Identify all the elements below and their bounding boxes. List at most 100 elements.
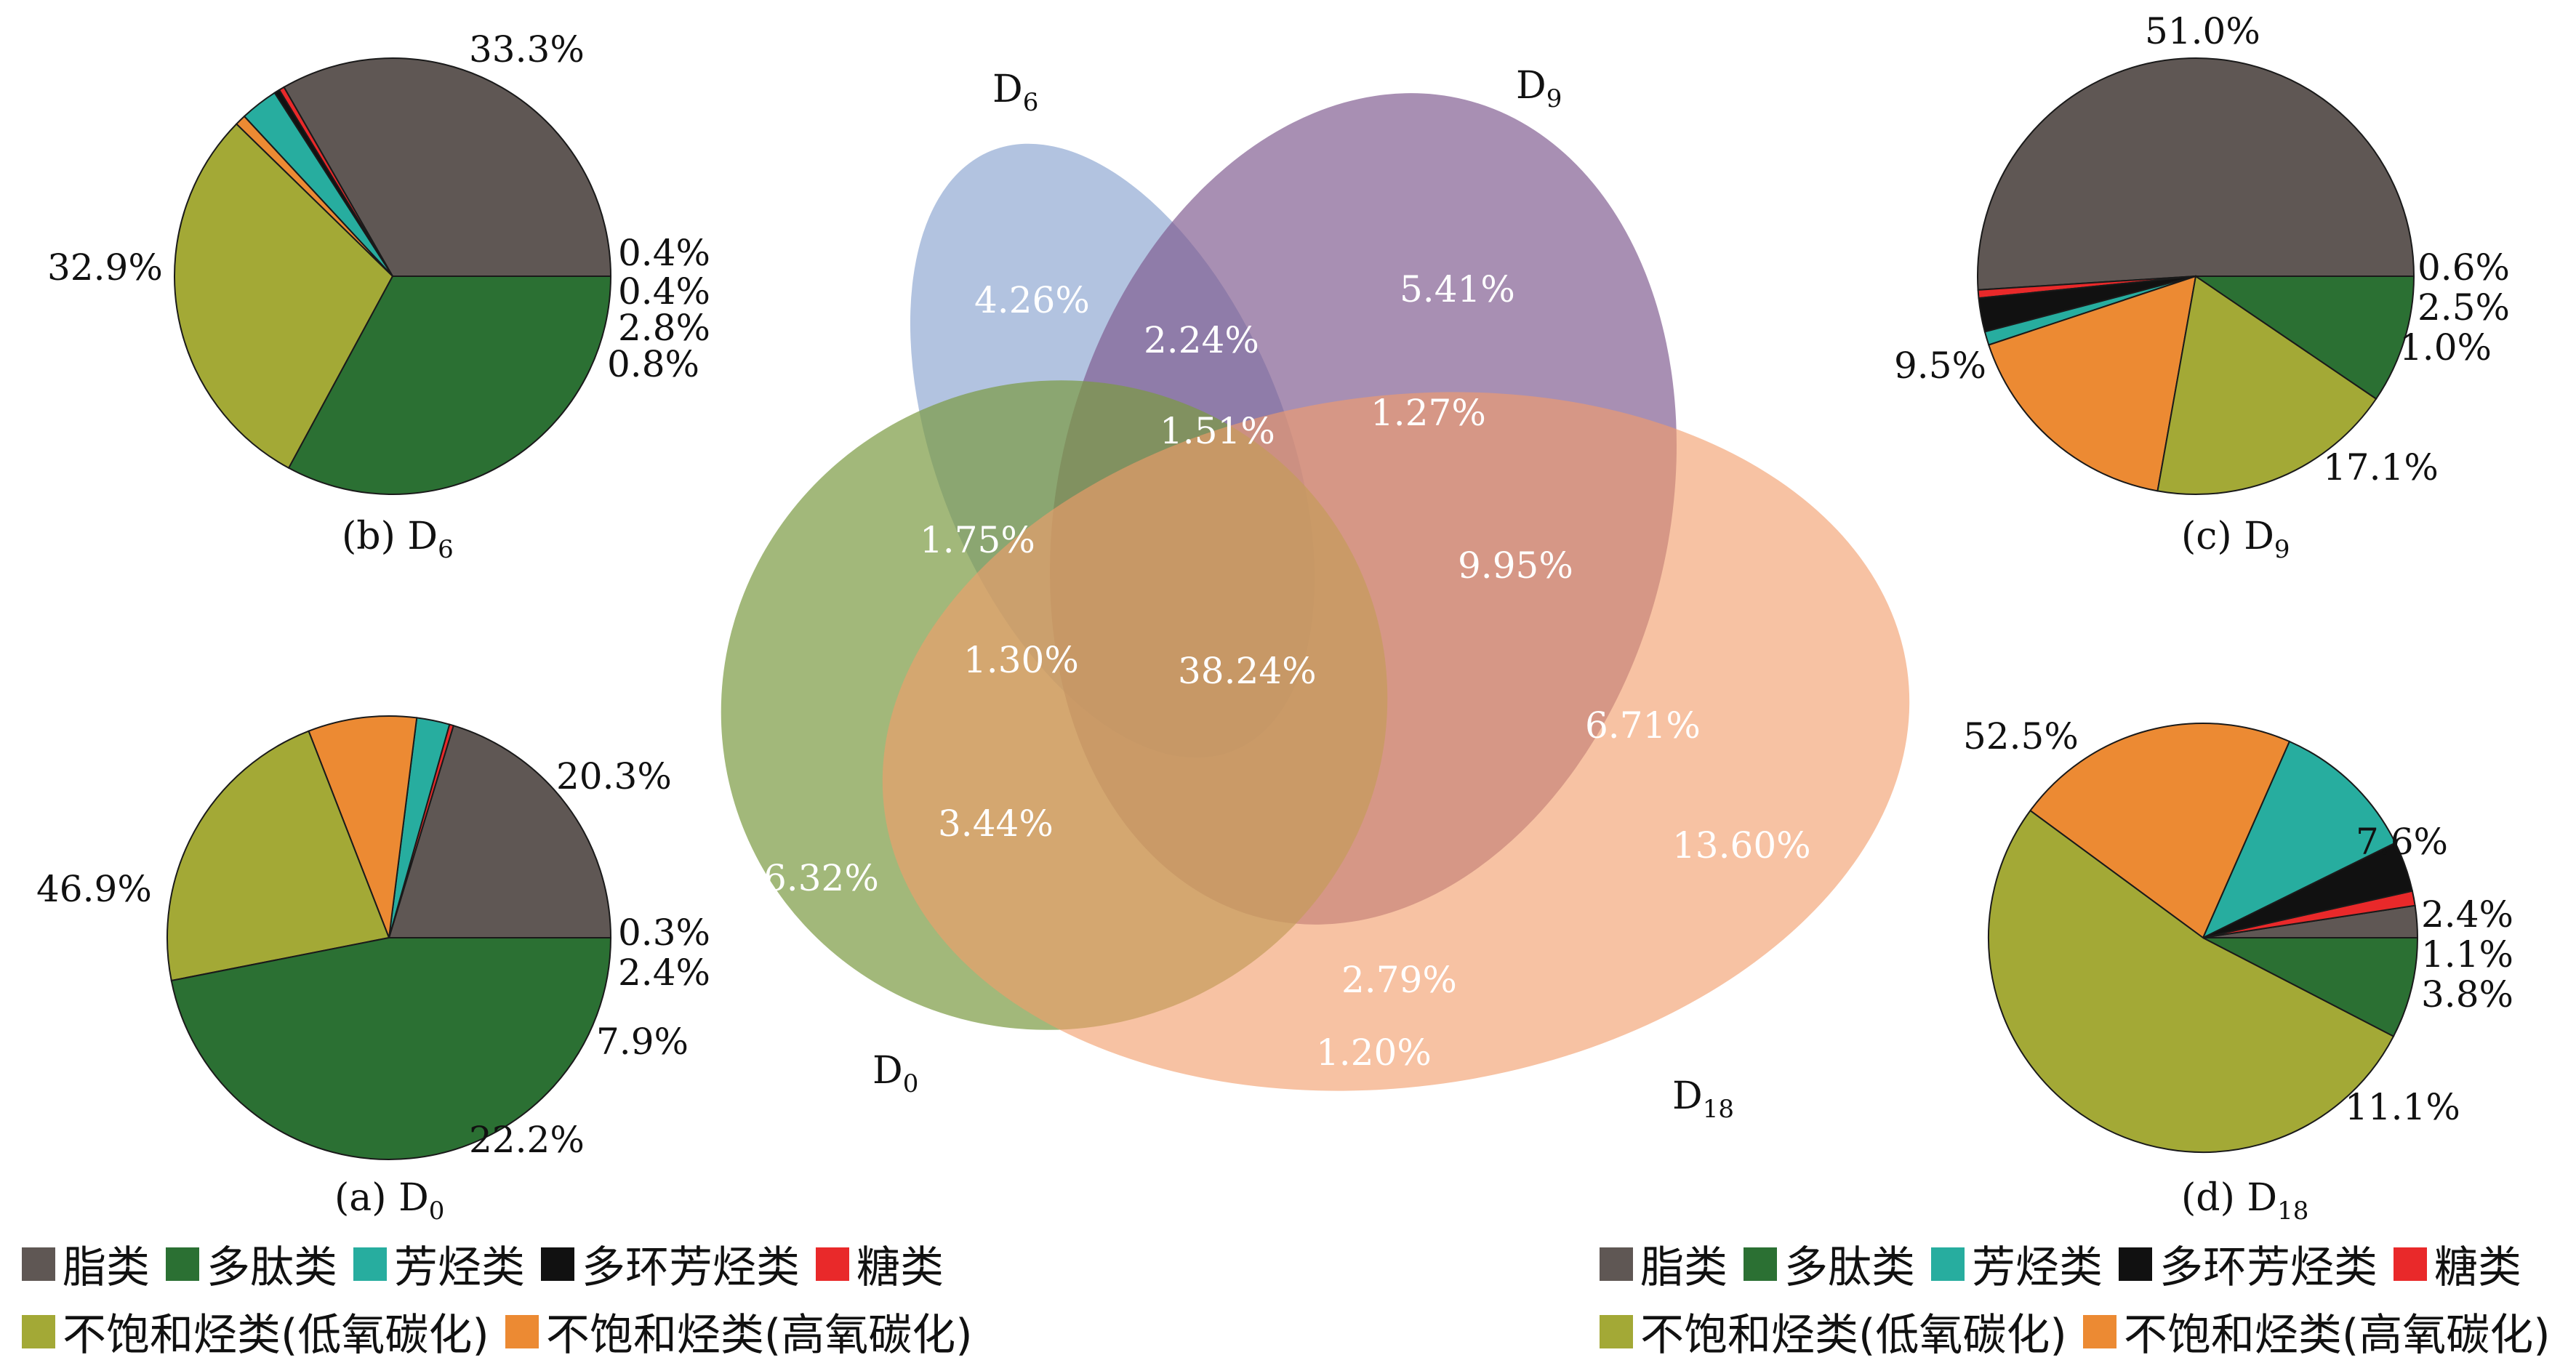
legend-swatch bbox=[1744, 1247, 1777, 1281]
legend-item-unsat-low: 不饱和烃类(低氧碳化) bbox=[22, 1300, 489, 1363]
pie-d0-label: 22.2% bbox=[469, 1119, 585, 1161]
pie-d18-label: 2.4% bbox=[2421, 893, 2513, 936]
pie-slice-unsat-low bbox=[1988, 809, 2395, 1153]
pie-d6-label: 0.4% bbox=[618, 270, 710, 313]
venn-region-label: 1.51% bbox=[1160, 410, 1275, 452]
pie-d0-label: 46.9% bbox=[36, 868, 152, 910]
legend-label: 糖类 bbox=[856, 1242, 944, 1293]
venn-label-d18: D18 bbox=[1672, 1074, 1734, 1124]
pie-d18-label: 1.1% bbox=[2421, 933, 2513, 976]
venn-region-label: 6.32% bbox=[763, 857, 879, 899]
legend-swatch bbox=[22, 1314, 55, 1348]
pie-d0-label: 2.4% bbox=[618, 952, 710, 994]
venn-region-label: 1.75% bbox=[920, 519, 1035, 561]
legend-item-unsat-low: 不饱和烃类(低氧碳化) bbox=[1600, 1300, 2067, 1363]
legend-label: 不饱和烃类(低氧碳化) bbox=[1640, 1310, 2067, 1361]
legend-row: 不饱和烃类(低氧碳化) 不饱和烃类(高氧碳化) bbox=[22, 1300, 989, 1363]
pie-d18-label: 3.8% bbox=[2421, 973, 2513, 1016]
legend-label: 芳烃类 bbox=[1972, 1242, 2103, 1293]
pie-slice-polypeptide bbox=[287, 276, 612, 495]
pie-d6-caption: (b) D6 bbox=[342, 515, 454, 564]
legend-label: 不饱和烃类(高氧碳化) bbox=[545, 1310, 973, 1361]
legend-item-aromatic: 芳烃类 bbox=[353, 1232, 525, 1295]
pie-d18-label: 52.5% bbox=[1963, 715, 2079, 757]
legend-swatch bbox=[1600, 1314, 1633, 1348]
legend-right: 脂类 多肽类 芳烃类 多环芳烃类 糖类 不饱和烃类(低氧碳化) 不饱和烃类(高氧… bbox=[1600, 1232, 2567, 1363]
pie-slice-unsat-low bbox=[174, 123, 394, 470]
legend-left: 脂类 多肽类 芳烃类 多环芳烃类 糖类 不饱和烃类(低氧碳化) 不饱和烃类(高氧… bbox=[22, 1232, 989, 1363]
legend-swatch bbox=[2119, 1247, 2152, 1281]
pie-slice-unsat-low bbox=[166, 730, 390, 982]
legend-label: 不饱和烃类(高氧碳化) bbox=[2123, 1310, 2551, 1361]
legend-swatch bbox=[2082, 1314, 2116, 1348]
pie-d6-label: 2.8% bbox=[618, 307, 710, 349]
pie-d9-label: 17.1% bbox=[2323, 446, 2439, 488]
legend-item-lipid: 脂类 bbox=[22, 1232, 150, 1295]
pie-d6-label: 32.9% bbox=[47, 246, 163, 289]
legend-swatch bbox=[816, 1247, 849, 1281]
venn-label-d6: D6 bbox=[992, 68, 1038, 117]
venn-region-label: 2.79% bbox=[1341, 959, 1457, 1001]
legend-label: 脂类 bbox=[1640, 1242, 1728, 1293]
pie-d18-caption: (d) D18 bbox=[2181, 1176, 2308, 1226]
venn-region-label: 6.71% bbox=[1585, 704, 1701, 747]
pie-slice-polypeptide bbox=[2202, 937, 2419, 1037]
pie-d0-label: 20.3% bbox=[556, 755, 672, 797]
venn-region-label: 9.95% bbox=[1458, 544, 1573, 587]
legend-swatch bbox=[1600, 1247, 1633, 1281]
pie-d0-label: 0.3% bbox=[618, 912, 710, 954]
pie-slice-polypeptide bbox=[170, 937, 612, 1160]
pie-slice-polypeptide bbox=[2193, 276, 2415, 401]
pie-slice-unsat-low bbox=[2156, 275, 2378, 495]
legend-item-polypeptide: 多肽类 bbox=[166, 1232, 337, 1295]
pie-chart-d6 bbox=[174, 57, 612, 495]
legend-label: 多肽类 bbox=[206, 1242, 337, 1293]
legend-item-aromatic: 芳烃类 bbox=[1931, 1232, 2103, 1295]
pie-d6-label: 33.3% bbox=[469, 28, 585, 71]
legend-swatch bbox=[166, 1247, 199, 1281]
pie-d6-label: 0.4% bbox=[618, 232, 710, 274]
pie-slice-unsat-high bbox=[2029, 723, 2291, 939]
venn-region-label: 4.26% bbox=[974, 279, 1090, 321]
pie-d9-label: 0.6% bbox=[2417, 246, 2510, 289]
venn-region-label: 1.20% bbox=[1316, 1032, 1432, 1074]
legend-label: 糖类 bbox=[2434, 1242, 2521, 1293]
legend-item-polycyclic: 多环芳烃类 bbox=[2119, 1232, 2378, 1295]
legend-item-polycyclic: 多环芳烃类 bbox=[541, 1232, 800, 1295]
venn-region-label: 1.27% bbox=[1371, 392, 1486, 434]
legend-item-polypeptide: 多肽类 bbox=[1744, 1232, 1915, 1295]
pie-d9-label: 1.0% bbox=[2399, 326, 2492, 369]
pie-d0-caption: (a) D0 bbox=[334, 1176, 444, 1226]
venn-region-label: 5.41% bbox=[1400, 268, 1515, 310]
pie-d0-label: 7.9% bbox=[596, 1021, 689, 1063]
legend-swatch bbox=[541, 1247, 574, 1281]
venn-label-d0: D0 bbox=[872, 1049, 918, 1098]
pie-slice-unsat-high bbox=[308, 715, 418, 938]
venn-label-d9: D9 bbox=[1516, 64, 1562, 113]
legend-row: 脂类 多肽类 芳烃类 多环芳烃类 糖类 bbox=[1600, 1232, 2567, 1295]
venn-region-label: 38.24% bbox=[1178, 650, 1317, 692]
legend-item-unsat-high: 不饱和烃类(高氧碳化) bbox=[2082, 1300, 2551, 1363]
pie-slice-unsat-high bbox=[1988, 275, 2197, 492]
legend-swatch bbox=[353, 1247, 387, 1281]
pie-chart-d18 bbox=[1988, 723, 2419, 1153]
venn-diagram: D6 D9 D0 D18 4.26% 2.24% 5.41% 1.51% 1.2… bbox=[721, 64, 1910, 1124]
pie-d18-label: 11.1% bbox=[2345, 1086, 2460, 1128]
legend-label: 多肽类 bbox=[1784, 1242, 1915, 1293]
legend-label: 多环芳烃类 bbox=[582, 1242, 800, 1293]
legend-label: 脂类 bbox=[63, 1242, 150, 1293]
legend-row: 不饱和烃类(低氧碳化) 不饱和烃类(高氧碳化) bbox=[1600, 1300, 2567, 1363]
pie-slice-lipid bbox=[1977, 57, 2415, 291]
pie-d18-label: 7.6% bbox=[2356, 821, 2448, 863]
venn-region-label: 13.60% bbox=[1672, 824, 1811, 867]
pie-d9-label: 51.0% bbox=[2145, 10, 2260, 52]
pie-d9-caption: (c) D9 bbox=[2181, 515, 2290, 564]
pie-chart-d9 bbox=[1977, 57, 2415, 495]
venn-region-label: 3.44% bbox=[938, 803, 1054, 845]
legend-item-sugar: 糖类 bbox=[816, 1232, 944, 1295]
pie-d9-label: 9.5% bbox=[1894, 345, 1986, 387]
pie-d9-label: 2.5% bbox=[2417, 286, 2510, 329]
legend-swatch bbox=[22, 1247, 55, 1281]
pie-slice-aromatic bbox=[2201, 740, 2396, 940]
